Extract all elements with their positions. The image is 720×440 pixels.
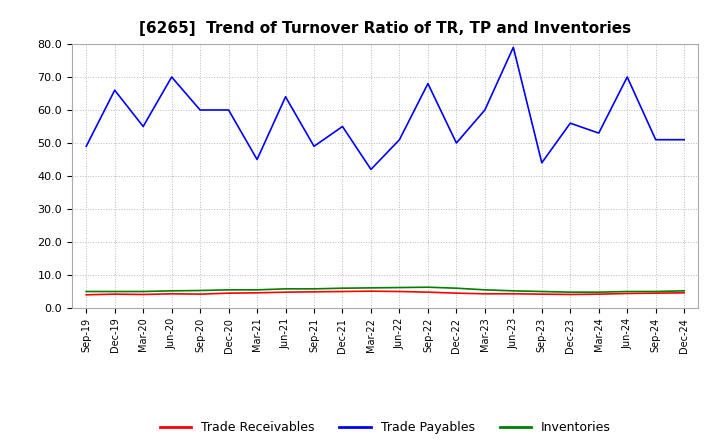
Inventories xyxy=(225,287,233,293)
Inventories xyxy=(338,286,347,291)
Trade Payables xyxy=(509,44,518,50)
Inventories xyxy=(82,289,91,294)
Inventories xyxy=(566,290,575,295)
Trade Receivables xyxy=(110,291,119,297)
Trade Payables xyxy=(366,167,375,172)
Inventories xyxy=(282,286,290,291)
Trade Receivables xyxy=(537,291,546,297)
Inventories xyxy=(509,288,518,293)
Trade Payables xyxy=(167,74,176,80)
Inventories xyxy=(139,289,148,294)
Trade Payables xyxy=(566,121,575,126)
Inventories xyxy=(452,286,461,291)
Trade Payables xyxy=(452,140,461,146)
Inventories xyxy=(595,290,603,295)
Trade Receivables xyxy=(167,291,176,297)
Trade Receivables xyxy=(509,291,518,297)
Line: Inventories: Inventories xyxy=(86,287,684,292)
Trade Payables xyxy=(282,94,290,99)
Trade Receivables xyxy=(480,291,489,297)
Trade Receivables xyxy=(310,289,318,294)
Inventories xyxy=(395,285,404,290)
Trade Payables xyxy=(225,107,233,113)
Trade Receivables xyxy=(282,290,290,295)
Trade Receivables xyxy=(452,290,461,296)
Title: [6265]  Trend of Turnover Ratio of TR, TP and Inventories: [6265] Trend of Turnover Ratio of TR, TP… xyxy=(139,21,631,36)
Trade Payables xyxy=(480,107,489,113)
Legend: Trade Receivables, Trade Payables, Inventories: Trade Receivables, Trade Payables, Inven… xyxy=(155,416,616,439)
Inventories xyxy=(652,289,660,294)
Trade Receivables xyxy=(423,290,432,295)
Inventories xyxy=(537,289,546,294)
Trade Receivables xyxy=(366,289,375,294)
Trade Payables xyxy=(395,137,404,142)
Trade Payables xyxy=(139,124,148,129)
Trade Receivables xyxy=(680,290,688,296)
Trade Receivables xyxy=(196,291,204,297)
Trade Receivables xyxy=(253,290,261,296)
Trade Payables xyxy=(253,157,261,162)
Trade Payables xyxy=(680,137,688,142)
Inventories xyxy=(310,286,318,291)
Inventories xyxy=(623,289,631,294)
Trade Receivables xyxy=(595,291,603,297)
Line: Trade Receivables: Trade Receivables xyxy=(86,291,684,295)
Inventories xyxy=(110,289,119,294)
Trade Payables xyxy=(196,107,204,113)
Inventories xyxy=(196,288,204,293)
Trade Payables xyxy=(537,160,546,165)
Trade Receivables xyxy=(652,290,660,296)
Trade Receivables xyxy=(139,292,148,297)
Trade Receivables xyxy=(225,290,233,296)
Trade Payables xyxy=(82,143,91,149)
Trade Receivables xyxy=(82,292,91,297)
Inventories xyxy=(680,288,688,293)
Inventories xyxy=(480,287,489,293)
Trade Payables xyxy=(310,143,318,149)
Trade Payables xyxy=(338,124,347,129)
Inventories xyxy=(167,288,176,293)
Trade Payables xyxy=(595,130,603,136)
Trade Receivables xyxy=(566,292,575,297)
Trade Payables xyxy=(110,88,119,93)
Trade Receivables xyxy=(623,291,631,296)
Trade Receivables xyxy=(338,289,347,294)
Inventories xyxy=(423,285,432,290)
Line: Trade Payables: Trade Payables xyxy=(86,47,684,169)
Trade Receivables xyxy=(395,289,404,294)
Trade Payables xyxy=(623,74,631,80)
Trade Payables xyxy=(652,137,660,142)
Inventories xyxy=(366,285,375,290)
Trade Payables xyxy=(423,81,432,86)
Inventories xyxy=(253,287,261,293)
